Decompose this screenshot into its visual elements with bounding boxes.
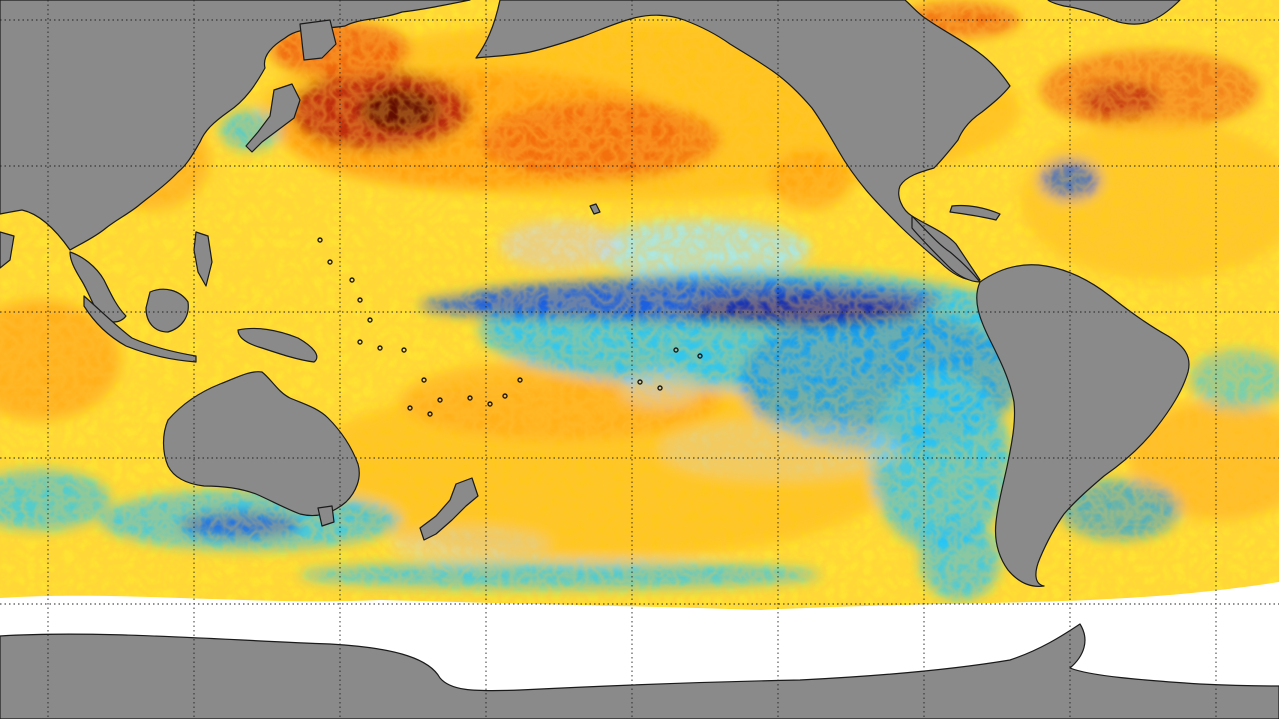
island-marker: [349, 277, 355, 283]
island-marker: [467, 395, 473, 401]
island-marker: [401, 347, 407, 353]
land-siberia: [0, 0, 471, 251]
island-marker: [487, 401, 493, 407]
island-marker: [697, 353, 703, 359]
land-new-guinea: [237, 327, 318, 363]
land-indochina: [69, 251, 127, 323]
land-australia: [162, 371, 360, 517]
island-marker: [407, 405, 413, 411]
island-marker: [421, 377, 427, 383]
island-marker: [437, 397, 443, 403]
island-marker: [357, 339, 363, 345]
land-kamchatka: [299, 19, 337, 61]
land-central-america: [911, 215, 981, 283]
land-tasmania: [317, 505, 335, 527]
land-japan: [245, 83, 301, 153]
land-east-africa-edge: [0, 231, 15, 269]
land-greenland: [1047, 0, 1181, 25]
land-north-america: [475, 0, 1011, 281]
island-marker: [327, 259, 333, 265]
land-new-zealand: [419, 477, 479, 541]
island-marker: [377, 345, 383, 351]
island-marker: [657, 385, 663, 391]
land-philippines: [193, 231, 213, 287]
island-marker: [502, 393, 508, 399]
island-marker: [357, 297, 363, 303]
land-south-america: [976, 264, 1190, 587]
island-marker: [367, 317, 373, 323]
island-marker: [427, 411, 433, 417]
island-marker: [317, 237, 323, 243]
land-antarctica: [0, 623, 1279, 719]
island-marker: [673, 347, 679, 353]
land-cuba: [949, 204, 1001, 221]
island-marker: [517, 377, 523, 383]
land-hawaii: [589, 203, 601, 215]
land-sumatra-java: [83, 295, 197, 363]
island-marker: [637, 379, 643, 385]
pacific-islands: [317, 237, 703, 417]
land-borneo: [145, 288, 189, 333]
